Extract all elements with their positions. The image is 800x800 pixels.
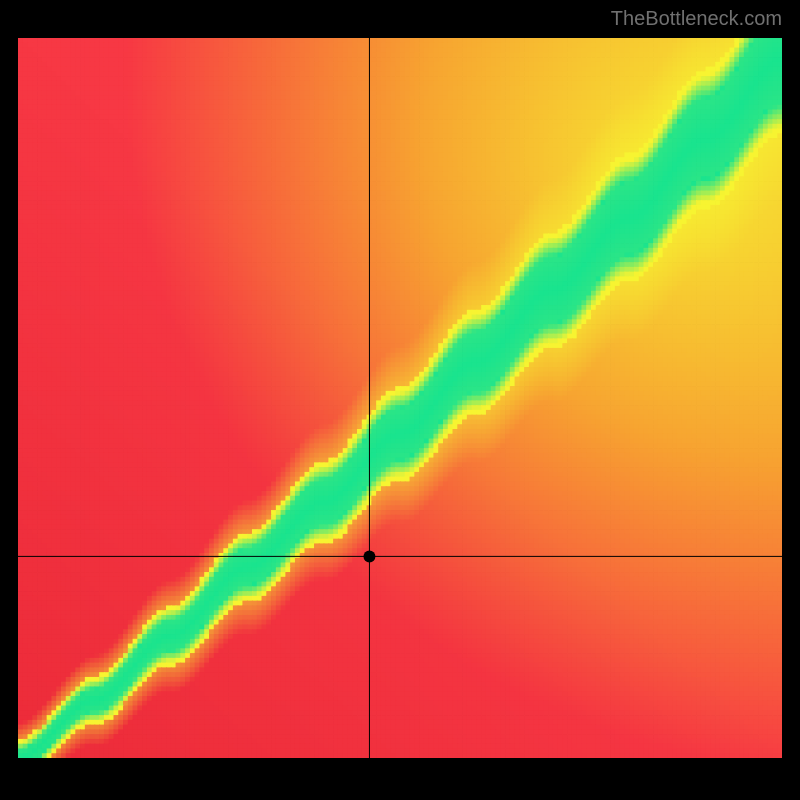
chart-container: TheBottleneck.com: [0, 0, 800, 800]
heatmap-canvas: [18, 38, 782, 758]
watermark-text: TheBottleneck.com: [611, 8, 782, 31]
heatmap-plot: [18, 38, 782, 758]
